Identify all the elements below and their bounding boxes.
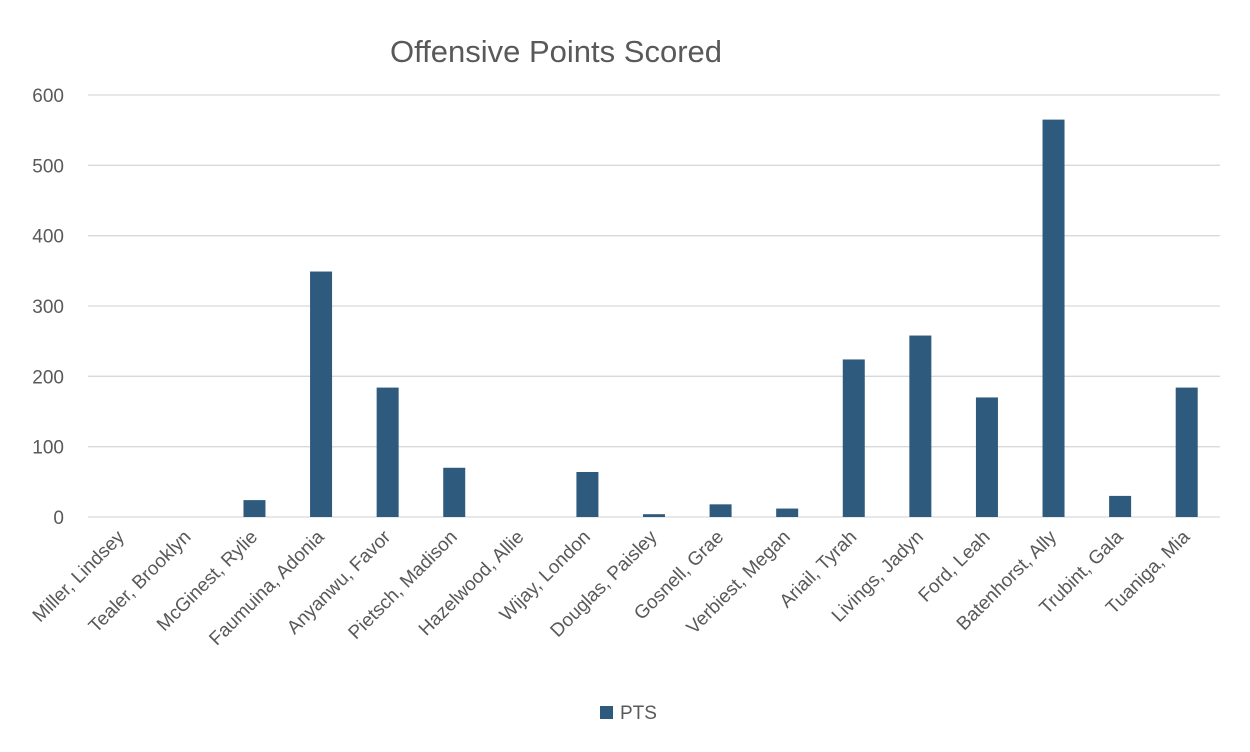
- bar: [909, 335, 932, 517]
- bar: [376, 387, 399, 517]
- bar: [1109, 495, 1132, 517]
- bar: [842, 359, 865, 517]
- bar: [310, 271, 333, 517]
- bar: [243, 500, 266, 517]
- y-tick-label: 200: [32, 367, 64, 388]
- legend-label-pts: PTS: [620, 703, 657, 724]
- bar: [776, 508, 799, 517]
- y-axis-ticks: 0 100 200 300 400 500 600: [32, 86, 64, 529]
- bar: [1042, 119, 1065, 517]
- y-tick-label: 100: [32, 438, 64, 459]
- y-tick-label: 0: [53, 508, 64, 529]
- bar: [709, 504, 732, 517]
- bar: [975, 397, 998, 517]
- bar: [443, 467, 466, 517]
- bar: [643, 514, 665, 517]
- y-tick-label: 600: [32, 86, 64, 107]
- y-tick-label: 400: [32, 227, 64, 248]
- bars: [243, 119, 1198, 517]
- gridlines: [88, 94, 1220, 518]
- legend: PTS: [600, 703, 657, 724]
- x-tick-label: Faumuina, Adonia: [205, 526, 328, 649]
- y-tick-label: 500: [32, 156, 64, 177]
- bar: [576, 471, 599, 517]
- legend-swatch-pts: [600, 706, 613, 719]
- chart-title: Offensive Points Scored: [390, 34, 722, 69]
- bar: [1175, 387, 1198, 517]
- y-tick-label: 300: [32, 297, 64, 318]
